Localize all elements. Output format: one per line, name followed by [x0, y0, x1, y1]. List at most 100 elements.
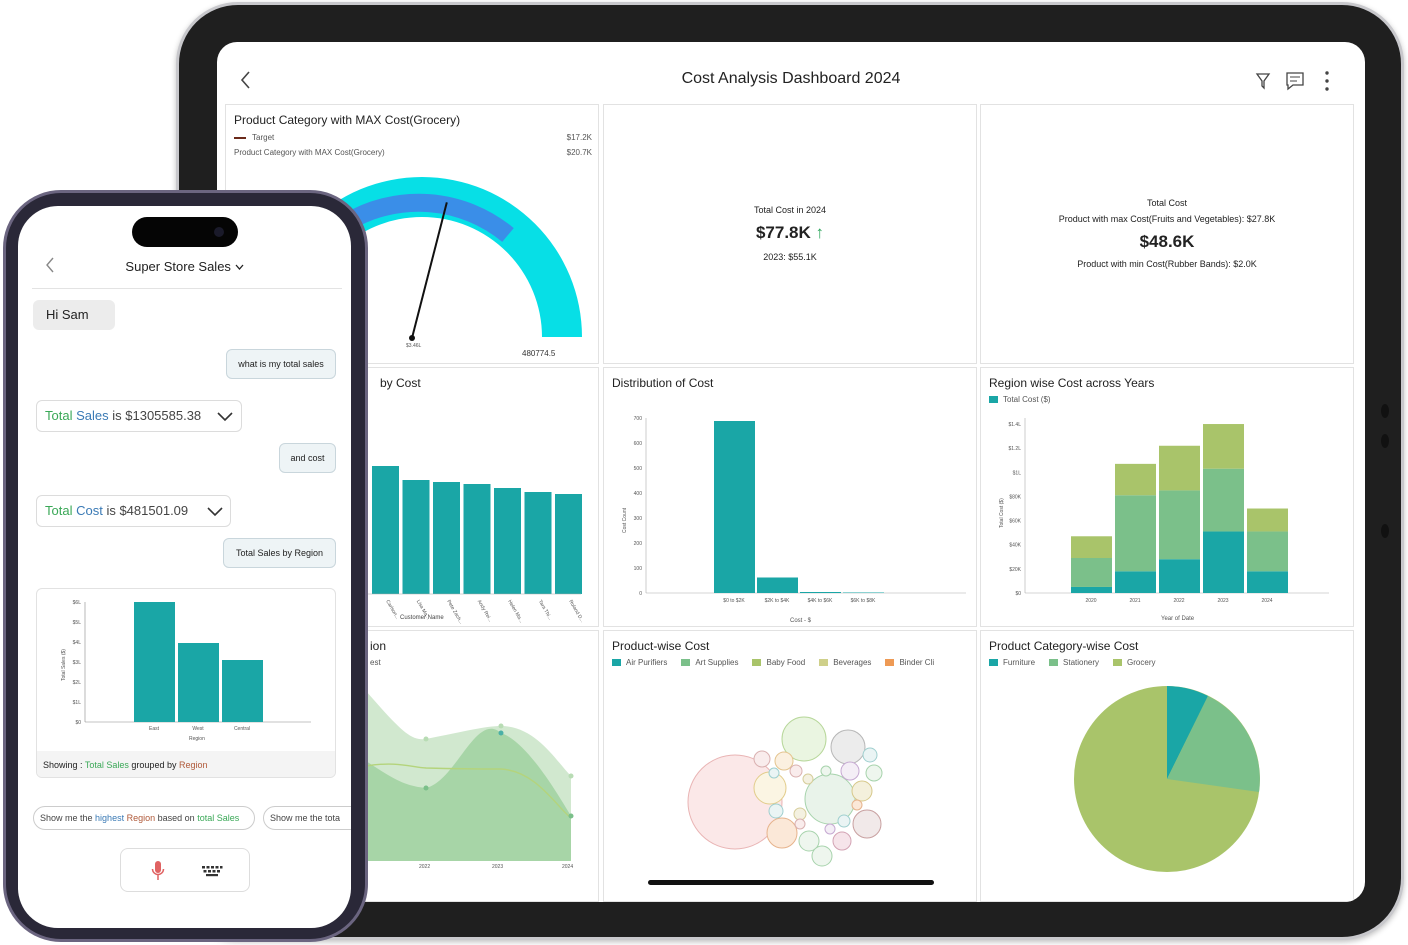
bubble [852, 809, 882, 839]
legend-label: Furniture [1003, 658, 1036, 667]
stacked-bar-segment [1203, 424, 1244, 469]
y-tick-label: $80K [1009, 494, 1021, 500]
back-chevron-icon[interactable] [44, 256, 56, 274]
bubble [837, 814, 851, 828]
region-sales-bar [134, 602, 175, 722]
distribution-chart: Cost Count Cost - $ 0 100 200 300 400 500 600 7… [622, 416, 966, 624]
filter-icon[interactable] [1255, 72, 1271, 90]
x-tick-label: East [149, 726, 160, 732]
bubble [811, 845, 833, 867]
chip-keyword: highest [95, 813, 125, 823]
chip-text: based on [157, 813, 195, 823]
phone-screen: Super Store Sales Hi Sam what is my tota… [18, 206, 351, 928]
gauge-title: Product Category with MAX Cost(Grocery) [234, 113, 461, 127]
y-tick-label: $40K [1009, 543, 1021, 549]
bubble [798, 830, 820, 852]
region-sales-chart: Total Sales ($) Region $0 $1L $2L $3L $4L $5L… [61, 600, 311, 742]
stacked-bar-segment [1159, 490, 1200, 560]
y-tick-label: $0 [1015, 591, 1021, 597]
bubble [832, 831, 852, 851]
pie-legend: Furniture Stationery Grocery [989, 658, 1170, 667]
y-tick-label: $20K [1009, 567, 1021, 573]
kpi-value: $48.6K [1139, 232, 1195, 251]
area-series [366, 728, 571, 861]
stacked-bar-segment [1203, 468, 1244, 532]
gauge-value-band [341, 193, 514, 243]
distribution-panel[interactable]: Distribution of Cost Cost Count Cost - $… [603, 367, 977, 627]
keyboard-icon[interactable] [201, 865, 223, 877]
phone-title[interactable]: Super Store Sales [125, 259, 231, 274]
keyword: Total [45, 408, 73, 423]
bubble-title: Product-wise Cost [612, 639, 710, 653]
user-message: and cost [279, 443, 336, 473]
region-years-panel[interactable]: Region wise Cost across Years Total Cost… [980, 367, 1354, 627]
customer-bar [555, 494, 582, 594]
kpi-panel-total-cost[interactable]: Total Cost Product with max Cost(Fruits … [980, 104, 1354, 364]
legend-label: Product Category with MAX Cost(Grocery) [234, 148, 385, 157]
bubble [802, 773, 814, 785]
legend-value: $20.7K [566, 148, 592, 157]
y-tick-label: $0 [75, 720, 81, 726]
x-tick-label: Central [234, 726, 250, 732]
legend-swatch [1049, 659, 1059, 667]
comment-icon[interactable] [1285, 71, 1305, 91]
area-point [498, 730, 504, 736]
y-tick-label: $5L [73, 620, 82, 626]
legend-swatch [1113, 659, 1123, 667]
legend-swatch [819, 659, 829, 667]
customer-bar [372, 466, 399, 594]
answer-text: is $481501.09 [106, 503, 189, 518]
customer-bar [433, 482, 460, 594]
kpi-caption: Total Cost [1146, 198, 1188, 208]
legend-swatch [612, 659, 621, 667]
legend-value: $17.2K [566, 133, 592, 142]
legend-label: Target [252, 133, 275, 142]
x-tick-label: 2022 [1173, 598, 1184, 604]
kpi-panel-total-cost-2024[interactable]: Total Cost in 2024 $77.8K ↑ 2023: $55.1K [603, 104, 977, 364]
more-vertical-icon[interactable] [1323, 70, 1331, 92]
customer-tick-label: Pete Zach... [445, 599, 464, 624]
distribution-xlabel: Cost - $ [790, 618, 812, 624]
legend-label: Art Supplies [695, 658, 739, 667]
area-chart: 2022 2023 2024 [365, 691, 574, 870]
legend-swatch [989, 396, 998, 404]
caption-prefix: Showing : [43, 760, 83, 770]
customer-tick-label: Tara Thi... [537, 599, 553, 621]
y-tick-label: $1.4L [1008, 422, 1021, 428]
y-tick-label: 0 [639, 591, 642, 597]
home-indicator [648, 880, 934, 885]
suggestion-chip[interactable]: Show me the tota [263, 806, 351, 830]
x-tick-label: 2024 [1261, 598, 1272, 604]
stacked-bar-segment [1159, 445, 1200, 491]
suggestion-chip[interactable]: Show me the highest Region based on tota… [33, 806, 255, 830]
area-line [365, 763, 572, 819]
distribution-bar [714, 421, 755, 593]
tick-label: 2022 [419, 864, 430, 870]
microphone-icon[interactable] [151, 860, 165, 882]
distribution-bar [843, 592, 884, 593]
bubble [851, 780, 873, 802]
trend-up-icon: ↑ [815, 223, 825, 242]
bubble [824, 823, 836, 835]
product-wise-panel[interactable]: Product-wise Cost Air Purifiers Art Suppl… [603, 630, 977, 902]
gauge-pivot [409, 335, 415, 341]
chip-measure: total Sales [197, 813, 240, 823]
back-chevron-icon[interactable] [239, 70, 253, 90]
legend-swatch [885, 659, 895, 667]
category-pie-panel[interactable]: Product Category-wise Cost Furniture Stat… [980, 630, 1354, 902]
y-tick-label: 400 [634, 491, 643, 497]
input-controls [120, 848, 250, 892]
chevron-down-icon[interactable] [207, 507, 223, 517]
answer-total-cost[interactable]: Total Cost is $481501.09 [36, 495, 231, 527]
stacked-bar-segment [1071, 558, 1112, 587]
kpi-max-line: Product with max Cost(Fruits and Vegetab… [1058, 214, 1276, 224]
chevron-down-icon[interactable] [217, 412, 233, 422]
tick-label: 2023 [492, 864, 503, 870]
legend-label: Baby Food [766, 658, 806, 667]
answer-total-sales[interactable]: Total Sales is $1305585.38 [36, 400, 242, 432]
distribution-ylabel: Cost Count [622, 507, 628, 533]
stacked-bar-segment [1159, 559, 1200, 593]
region-sales-card[interactable]: Total Sales ($) Region $0 $1L $2L $3L $4L $5L… [36, 588, 336, 778]
chevron-down-icon[interactable] [235, 264, 244, 271]
x-tick-label: 2021 [1129, 598, 1140, 604]
